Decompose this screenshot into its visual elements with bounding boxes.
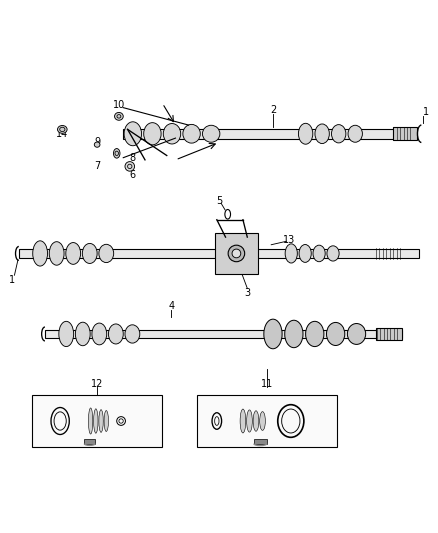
Text: 8: 8 bbox=[129, 152, 135, 163]
Ellipse shape bbox=[313, 245, 325, 262]
Ellipse shape bbox=[253, 411, 259, 431]
Ellipse shape bbox=[306, 321, 324, 346]
Bar bbox=[376, 328, 402, 340]
Ellipse shape bbox=[33, 241, 47, 266]
Text: 1: 1 bbox=[423, 107, 429, 117]
Ellipse shape bbox=[347, 324, 366, 344]
Ellipse shape bbox=[247, 410, 252, 432]
Bar bbox=[32, 395, 162, 447]
Ellipse shape bbox=[326, 322, 345, 345]
Text: 5: 5 bbox=[216, 196, 222, 206]
Ellipse shape bbox=[59, 321, 74, 346]
Ellipse shape bbox=[332, 125, 346, 143]
Ellipse shape bbox=[82, 244, 97, 263]
Ellipse shape bbox=[240, 409, 246, 433]
Ellipse shape bbox=[109, 324, 123, 344]
Ellipse shape bbox=[94, 409, 98, 433]
Ellipse shape bbox=[285, 244, 297, 263]
Bar bbox=[393, 127, 417, 140]
Text: 9: 9 bbox=[94, 138, 100, 148]
Bar bbox=[19, 249, 419, 258]
Ellipse shape bbox=[183, 124, 200, 143]
Text: 12: 12 bbox=[91, 379, 103, 389]
Ellipse shape bbox=[202, 125, 220, 142]
Ellipse shape bbox=[348, 125, 362, 142]
Ellipse shape bbox=[104, 410, 109, 431]
Text: 10: 10 bbox=[113, 100, 125, 110]
Ellipse shape bbox=[99, 244, 114, 263]
Ellipse shape bbox=[260, 411, 265, 430]
Bar bbox=[123, 128, 415, 139]
Bar bbox=[84, 439, 95, 443]
Ellipse shape bbox=[264, 319, 282, 349]
Text: 11: 11 bbox=[261, 379, 273, 389]
Ellipse shape bbox=[315, 124, 329, 143]
Text: 14: 14 bbox=[56, 129, 68, 139]
Text: 3: 3 bbox=[244, 288, 251, 297]
Ellipse shape bbox=[113, 149, 120, 158]
Ellipse shape bbox=[115, 112, 123, 120]
Ellipse shape bbox=[66, 243, 81, 264]
Ellipse shape bbox=[298, 123, 313, 144]
Ellipse shape bbox=[88, 408, 93, 434]
Text: 2: 2 bbox=[270, 105, 276, 115]
Text: 6: 6 bbox=[129, 170, 135, 180]
Ellipse shape bbox=[144, 123, 161, 145]
Ellipse shape bbox=[327, 246, 339, 261]
Bar bbox=[197, 395, 336, 447]
Ellipse shape bbox=[92, 323, 107, 345]
Ellipse shape bbox=[125, 161, 134, 171]
Ellipse shape bbox=[57, 125, 67, 133]
Text: 7: 7 bbox=[94, 161, 100, 172]
Ellipse shape bbox=[125, 325, 140, 343]
Ellipse shape bbox=[94, 142, 100, 147]
Ellipse shape bbox=[228, 245, 245, 262]
Text: 13: 13 bbox=[283, 236, 295, 245]
Ellipse shape bbox=[75, 322, 90, 346]
Ellipse shape bbox=[232, 249, 241, 258]
Ellipse shape bbox=[49, 241, 64, 265]
Ellipse shape bbox=[124, 122, 141, 146]
Ellipse shape bbox=[99, 410, 103, 432]
Ellipse shape bbox=[299, 245, 311, 262]
Ellipse shape bbox=[163, 124, 181, 144]
Bar bbox=[215, 233, 258, 274]
Bar bbox=[45, 329, 402, 338]
Text: 1: 1 bbox=[9, 274, 15, 285]
Ellipse shape bbox=[285, 320, 303, 348]
Bar bbox=[254, 439, 267, 443]
Text: 4: 4 bbox=[168, 301, 174, 311]
